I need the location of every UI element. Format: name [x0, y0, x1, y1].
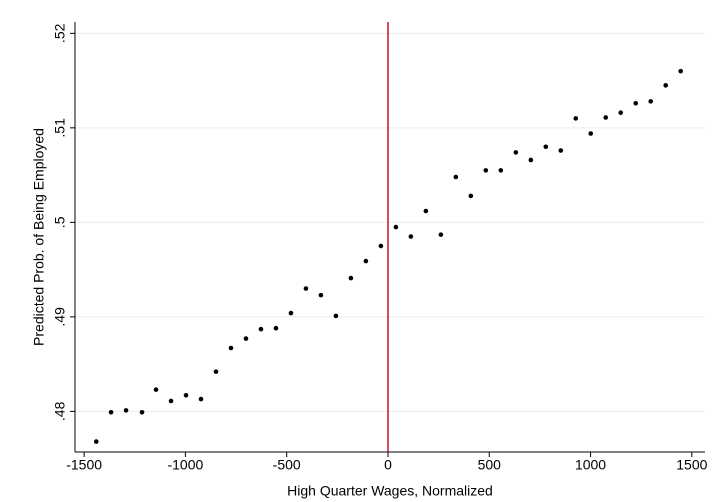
x-tick-label: -500 [273, 457, 301, 473]
y-tick-label: .48 [52, 401, 68, 421]
point [318, 292, 324, 298]
point [243, 336, 249, 341]
point [123, 408, 129, 413]
point [288, 310, 294, 316]
point [513, 150, 519, 155]
point [633, 100, 639, 106]
point [258, 326, 264, 332]
point [183, 392, 189, 398]
x-axis-title: High Quarter Wages, Normalized [287, 483, 493, 499]
point [528, 157, 534, 163]
point [303, 286, 309, 291]
point [543, 144, 549, 150]
point [228, 345, 234, 351]
x-tick-label: -1000 [167, 457, 203, 473]
x-tick-label: 1000 [575, 457, 606, 473]
point [468, 193, 474, 199]
point [273, 325, 279, 331]
point [333, 313, 339, 319]
point [139, 410, 145, 415]
point [108, 410, 114, 415]
y-tick-label: .52 [52, 23, 68, 43]
point [678, 68, 683, 74]
y-tick-label: .5 [52, 216, 68, 228]
x-tick-label: 0 [384, 457, 392, 473]
point [423, 208, 429, 214]
x-tick-label: 1500 [676, 457, 707, 473]
x-tick-label: -1500 [66, 457, 102, 473]
point [588, 131, 594, 136]
point [498, 168, 504, 173]
point [648, 99, 654, 104]
x-tick-label: 500 [478, 457, 502, 473]
point [573, 116, 579, 121]
point [348, 275, 354, 281]
point [408, 234, 414, 239]
point [93, 439, 99, 444]
point [663, 83, 669, 88]
point [603, 115, 609, 120]
point [618, 110, 624, 116]
point [168, 398, 174, 404]
point [378, 243, 384, 249]
point [438, 232, 444, 237]
point [453, 174, 459, 180]
point [558, 148, 564, 153]
point [153, 387, 159, 392]
point [213, 369, 219, 374]
point [198, 396, 204, 402]
point [393, 224, 399, 230]
y-tick-label: .51 [52, 118, 68, 138]
y-axis-title: Predicted Prob. of Being Employed [31, 128, 47, 346]
point [483, 168, 489, 173]
point [363, 258, 369, 264]
y-tick-label: .49 [52, 307, 68, 327]
